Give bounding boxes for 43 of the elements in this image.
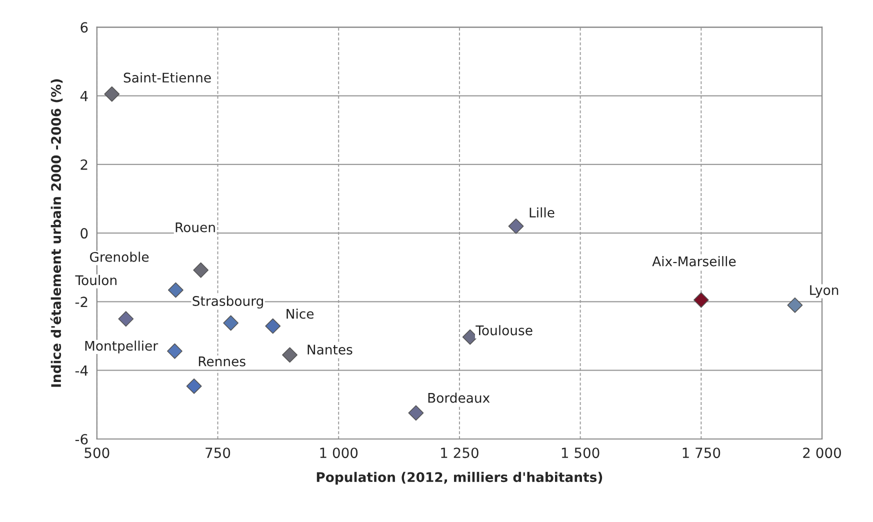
point [186, 378, 202, 394]
series-label: Nice [286, 308, 314, 319]
series-label: Saint-Etienne [124, 72, 211, 83]
y-tick-label: 4 [80, 90, 88, 102]
series-label: Lille [530, 207, 554, 218]
y-tick-label: -4 [75, 366, 88, 376]
series-label: Montpellier [85, 340, 158, 354]
series-label: Strasbourg [192, 296, 263, 309]
series-label: Nantes [308, 344, 352, 355]
point [265, 318, 281, 334]
x-tick-label: 1 500 [562, 448, 600, 458]
point [787, 297, 803, 313]
text: Aix-Marseille [652, 256, 736, 266]
point [408, 405, 424, 421]
series-label: Bordeaux [428, 392, 490, 403]
y-tick-label: 6 [80, 22, 88, 33]
text: Grenoble [90, 252, 149, 262]
point [223, 315, 239, 331]
series-label: Toulouse [476, 325, 532, 336]
x-tick-label: 2 000 [803, 448, 841, 458]
text: Toulon [75, 274, 116, 286]
point [508, 218, 524, 234]
point [104, 86, 120, 102]
series-label: Rennes [198, 356, 246, 366]
y-tick-label: 0 [80, 228, 88, 239]
y-tick-label: -2 [75, 296, 88, 307]
x-tick-label: 750 [206, 448, 230, 458]
point [693, 292, 709, 308]
y-axis-title: Indice d'étalement urbain 2000 -2006 (%) [50, 79, 63, 387]
x-axis-title: Population (2012, milliers d'habitants) [316, 472, 602, 485]
x-tick-label: 1 000 [320, 448, 358, 458]
x-tick-label: 1 750 [682, 448, 720, 458]
point [282, 347, 298, 363]
point [168, 282, 184, 298]
point [193, 262, 209, 278]
point [118, 311, 134, 327]
y-tick-label: 2 [80, 159, 88, 170]
series-label: Lyon [810, 285, 838, 298]
y-tick-label: -6 [75, 434, 88, 444]
point [167, 343, 182, 359]
x-tick-label: 500 [84, 448, 110, 458]
x-tick-label: 1 250 [441, 448, 478, 458]
text: Rouen [176, 222, 215, 232]
